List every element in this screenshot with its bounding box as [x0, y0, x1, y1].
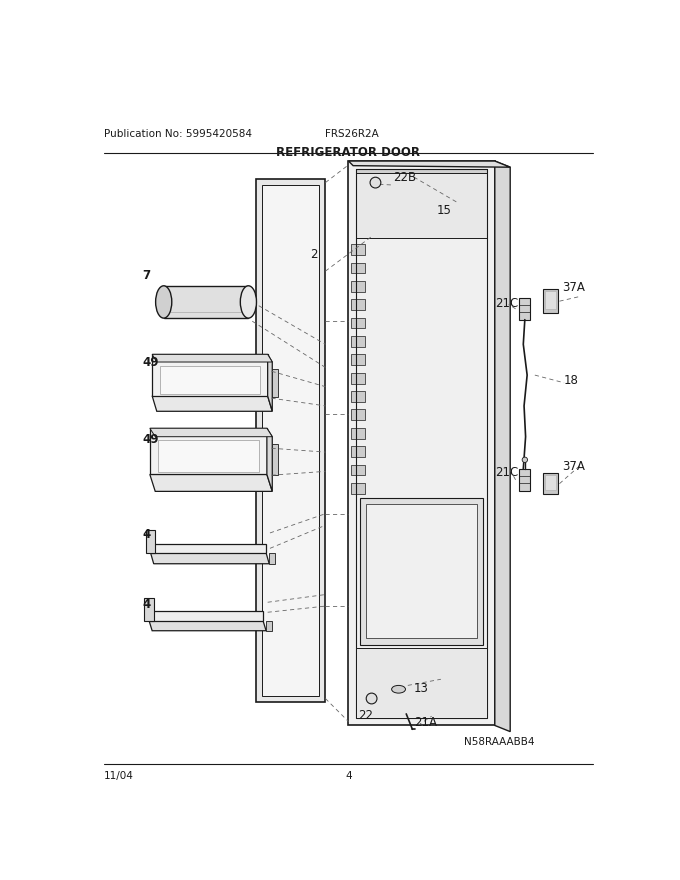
Polygon shape [351, 465, 364, 475]
Polygon shape [348, 161, 495, 725]
Polygon shape [351, 281, 364, 291]
Text: 21C: 21C [495, 466, 518, 479]
Text: Publication No: 5995420584: Publication No: 5995420584 [103, 128, 252, 139]
Polygon shape [351, 262, 364, 274]
Polygon shape [356, 169, 487, 172]
Polygon shape [146, 530, 155, 553]
Polygon shape [152, 396, 272, 411]
Polygon shape [262, 185, 319, 696]
Polygon shape [149, 620, 266, 631]
Polygon shape [351, 336, 364, 347]
Polygon shape [351, 428, 364, 438]
Text: 15: 15 [437, 204, 452, 217]
Polygon shape [543, 289, 558, 313]
Text: 4: 4 [345, 771, 352, 781]
Polygon shape [267, 429, 272, 491]
Ellipse shape [392, 686, 405, 693]
Circle shape [370, 177, 381, 188]
Polygon shape [256, 179, 326, 702]
Text: 21C: 21C [495, 297, 518, 310]
Text: 2: 2 [310, 248, 318, 261]
Polygon shape [150, 429, 267, 474]
Polygon shape [356, 649, 487, 718]
Polygon shape [356, 169, 487, 238]
Polygon shape [144, 598, 154, 620]
Text: 49: 49 [142, 433, 158, 446]
Polygon shape [150, 429, 272, 436]
Polygon shape [164, 286, 248, 318]
Text: 21A: 21A [414, 716, 437, 730]
Polygon shape [351, 355, 364, 365]
Polygon shape [351, 483, 364, 494]
Polygon shape [149, 612, 263, 620]
Text: 37A: 37A [562, 459, 585, 473]
Polygon shape [348, 161, 510, 167]
Ellipse shape [156, 286, 172, 318]
Text: 11/04: 11/04 [103, 771, 133, 781]
Polygon shape [351, 373, 364, 384]
Text: 7: 7 [142, 269, 150, 282]
Polygon shape [266, 620, 272, 631]
Circle shape [367, 693, 377, 704]
Text: REFRIGERATOR DOOR: REFRIGERATOR DOOR [277, 145, 420, 158]
Text: 13: 13 [414, 681, 429, 694]
Text: 18: 18 [564, 373, 579, 386]
Polygon shape [351, 318, 364, 328]
Text: 4: 4 [142, 527, 150, 540]
Polygon shape [351, 409, 364, 421]
Polygon shape [268, 355, 272, 411]
Polygon shape [269, 553, 275, 564]
Polygon shape [520, 298, 530, 319]
Text: 37A: 37A [562, 282, 585, 294]
Polygon shape [495, 161, 510, 731]
Polygon shape [367, 504, 477, 639]
Polygon shape [272, 369, 278, 397]
Ellipse shape [240, 286, 256, 318]
Text: 22: 22 [358, 709, 373, 722]
Polygon shape [351, 391, 364, 402]
Polygon shape [152, 355, 268, 396]
Text: 22B: 22B [393, 171, 416, 184]
Polygon shape [360, 498, 483, 644]
Circle shape [522, 457, 528, 463]
Text: 4: 4 [142, 598, 150, 612]
Text: FRS26R2A: FRS26R2A [326, 128, 379, 139]
Polygon shape [351, 299, 364, 310]
Polygon shape [351, 446, 364, 457]
Polygon shape [272, 444, 278, 475]
Text: 49: 49 [142, 356, 158, 369]
Polygon shape [520, 469, 530, 491]
Polygon shape [150, 474, 272, 491]
Polygon shape [351, 244, 364, 255]
Polygon shape [545, 475, 556, 490]
Polygon shape [158, 440, 259, 472]
Polygon shape [150, 553, 269, 564]
Text: N58RAAABB4: N58RAAABB4 [464, 737, 534, 747]
Polygon shape [152, 355, 272, 362]
Polygon shape [543, 473, 558, 495]
Polygon shape [160, 366, 260, 393]
Polygon shape [545, 291, 556, 309]
Polygon shape [150, 544, 266, 553]
